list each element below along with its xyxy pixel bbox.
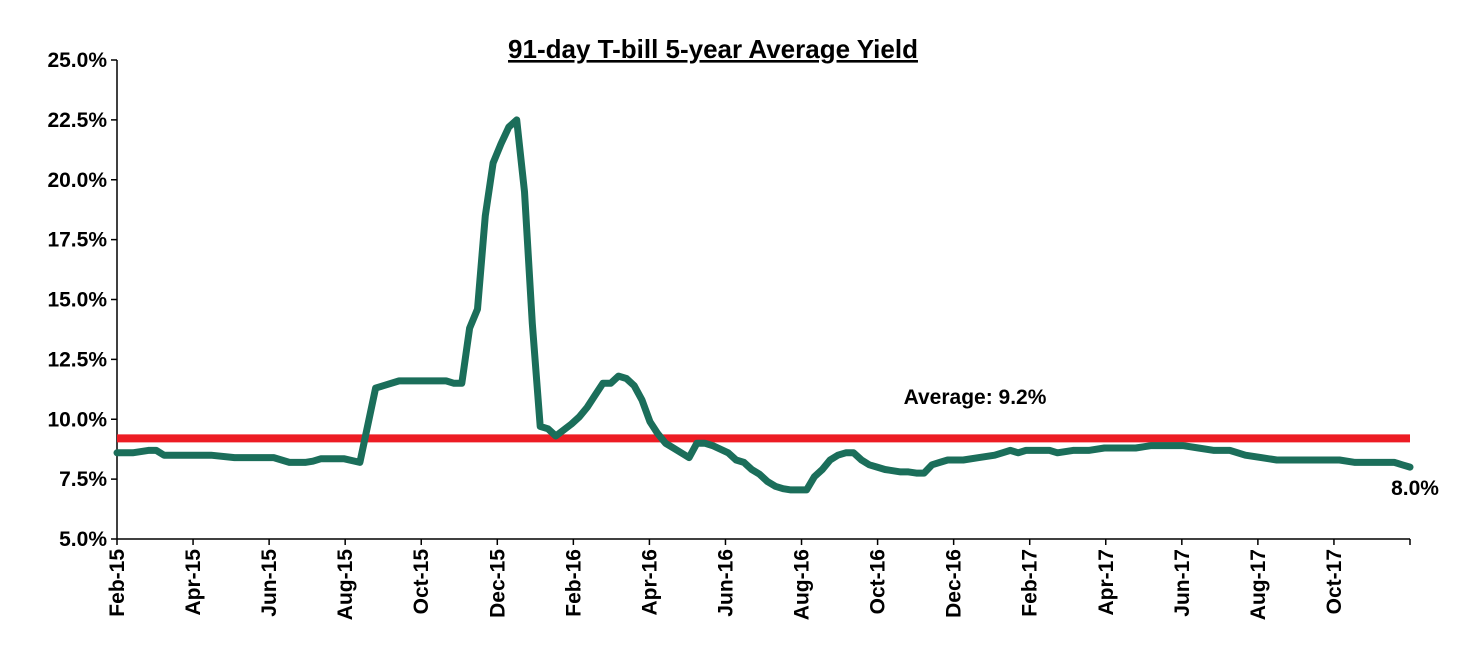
average-label: Average: 9.2% — [904, 386, 1047, 409]
x-tick-label: Oct-17 — [1323, 549, 1346, 614]
x-tick-label: Dec-15 — [486, 549, 509, 618]
y-axis: 5.0% 7.5% 10.0% 12.5% 15.0% 17.5% 20.0% 22.5% 25… — [47, 49, 118, 551]
x-tick-label: Apr-17 — [1095, 549, 1118, 616]
y-tick-label: 25.0% — [47, 49, 107, 72]
y-tick-label: 20.0% — [47, 169, 107, 192]
x-axis: Feb-15 Apr-15 Jun-15 Aug-15 Oct-15 Dec-15 Feb-… — [106, 538, 1411, 620]
y-tick-label: 5.0% — [59, 528, 107, 551]
chart-title: 91-day T-bill 5-year Average Yield — [508, 34, 918, 64]
x-tick-label: Aug-17 — [1247, 549, 1270, 620]
y-tick-label: 15.0% — [47, 289, 107, 312]
x-tick-label: Jun-16 — [714, 549, 737, 617]
x-tick-label: Feb-15 — [106, 549, 129, 617]
yield-series-line — [113, 116, 1414, 494]
x-tick-label: Feb-16 — [562, 549, 585, 617]
y-tick-label: 17.5% — [47, 229, 107, 252]
end-value-label: 8.0% — [1391, 477, 1439, 500]
x-tick-label: Apr-16 — [638, 549, 661, 616]
x-tick-label: Apr-15 — [182, 549, 205, 616]
x-tick-label: Feb-17 — [1019, 549, 1042, 617]
x-tick-label: Aug-15 — [334, 549, 357, 620]
x-tick-label: Dec-16 — [943, 549, 966, 618]
x-tick-label: Aug-16 — [791, 549, 814, 620]
plot-area — [113, 116, 1414, 494]
x-tick-label: Oct-15 — [410, 549, 433, 615]
y-tick-label: 7.5% — [59, 468, 107, 491]
x-tick-label: Jun-17 — [1171, 549, 1194, 617]
y-tick-label: 22.5% — [47, 109, 107, 132]
x-tick-label: Oct-16 — [867, 549, 890, 614]
x-tick-label: Jun-15 — [258, 549, 281, 617]
y-tick-label: 12.5% — [47, 348, 107, 371]
y-tick-label: 10.0% — [47, 408, 107, 431]
